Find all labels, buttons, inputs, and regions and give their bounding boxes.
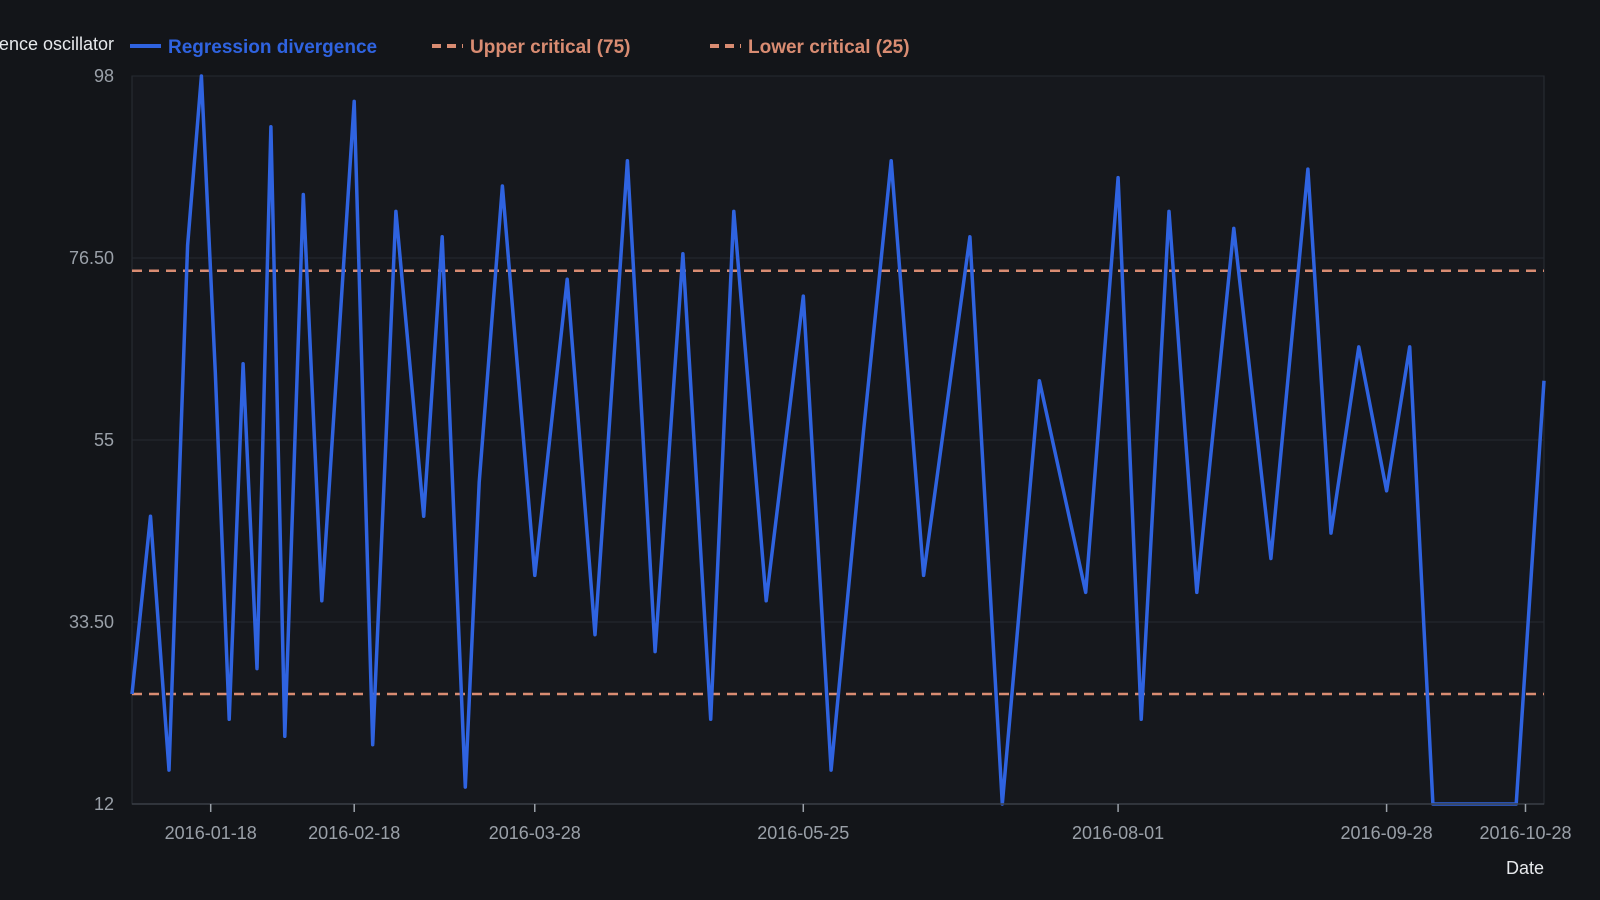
legend-item-upper: Upper critical (75)	[432, 37, 631, 58]
y-tick-label: 55	[94, 430, 114, 450]
y-axis-title: Regression divergence oscillator	[0, 34, 114, 54]
x-tick-label: 2016-08-01	[1072, 823, 1164, 843]
y-tick-label: 76.50	[69, 248, 114, 268]
y-tick-label: 98	[94, 66, 114, 86]
x-tick-label: 2016-09-28	[1341, 823, 1433, 843]
x-tick-label: 2016-02-18	[308, 823, 400, 843]
legend-label-regression: Regression divergence	[168, 37, 377, 58]
x-axis-title: Date	[1506, 858, 1544, 878]
x-tick-label: 2016-01-18	[165, 823, 257, 843]
legend-label-lower: Lower critical (25)	[748, 37, 910, 58]
legend-item-regression: Regression divergence	[130, 37, 377, 58]
y-tick-label: 33.50	[69, 612, 114, 632]
legend: Regression divergence oscillator Regress…	[0, 34, 910, 58]
regression-divergence-line	[130, 74, 1546, 806]
series-layer	[130, 74, 1546, 806]
axes: 12 33.50 55 76.50 98 2016-01-18 2016-02-18 2016…	[69, 66, 1572, 843]
x-tick-label: 2016-05-25	[757, 823, 849, 843]
x-tick-label: 2016-03-28	[489, 823, 581, 843]
x-tick-label: 2016-10-28	[1479, 823, 1571, 843]
legend-label-upper: Upper critical (75)	[470, 37, 631, 58]
y-tick-label: 12	[94, 794, 114, 814]
legend-item-lower: Lower critical (25)	[710, 37, 910, 58]
grid	[132, 75, 1544, 805]
